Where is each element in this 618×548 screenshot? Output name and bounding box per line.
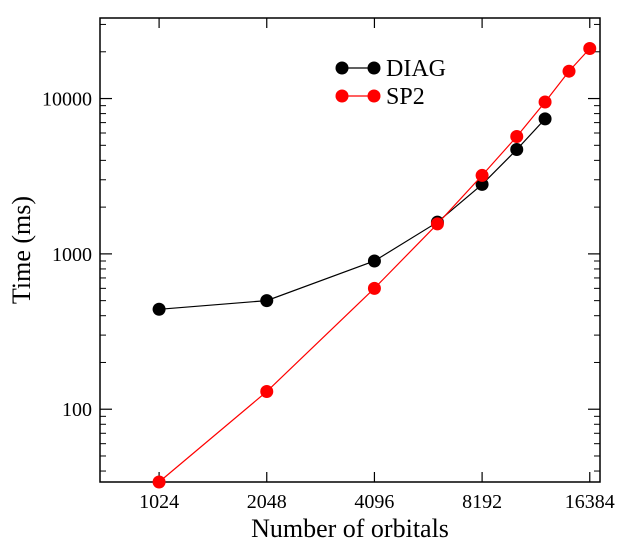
legend-label: DIAG [386, 56, 446, 82]
x-tick-label: 8192 [462, 491, 502, 513]
x-tick-label: 4096 [354, 491, 394, 513]
data-point [152, 302, 166, 316]
data-point [152, 475, 166, 489]
data-point [260, 294, 274, 308]
series-line [159, 118, 546, 310]
data-point [538, 95, 552, 109]
plot-frame [99, 17, 601, 483]
y-tick-label: 100 [62, 399, 92, 421]
y-axis-title: Time (ms) [7, 196, 36, 304]
x-tick-label: 2048 [247, 491, 287, 513]
data-point [538, 112, 552, 126]
legend-item: DIAG [335, 56, 446, 82]
y-tick-label: 10000 [42, 89, 92, 111]
series-sp2 [152, 41, 597, 489]
legend-marker [335, 89, 349, 103]
data-point [510, 142, 524, 156]
axis-tick-labels: 1024 2048 4096 8192 16384 100 1000 10000 [42, 89, 615, 513]
legend-item: SP2 [335, 84, 425, 110]
data-point [475, 168, 489, 182]
data-point [510, 129, 524, 143]
axis-ticks [100, 18, 600, 482]
series-layer [152, 41, 597, 489]
x-tick-label: 16384 [565, 491, 615, 513]
x-tick-label: 1024 [139, 491, 179, 513]
data-point [475, 177, 489, 191]
series-diag [152, 112, 552, 316]
y-tick-label: 1000 [52, 244, 92, 266]
legend-marker [367, 89, 381, 103]
legend-label: SP2 [386, 84, 425, 110]
data-point [367, 281, 381, 295]
data-point [583, 41, 597, 55]
legend-marker [367, 61, 381, 75]
x-axis-title: Number of orbitals [251, 514, 449, 543]
legend-marker [335, 61, 349, 75]
data-point [562, 64, 576, 78]
data-point [260, 385, 274, 399]
data-point [367, 254, 381, 268]
data-point [430, 217, 444, 231]
